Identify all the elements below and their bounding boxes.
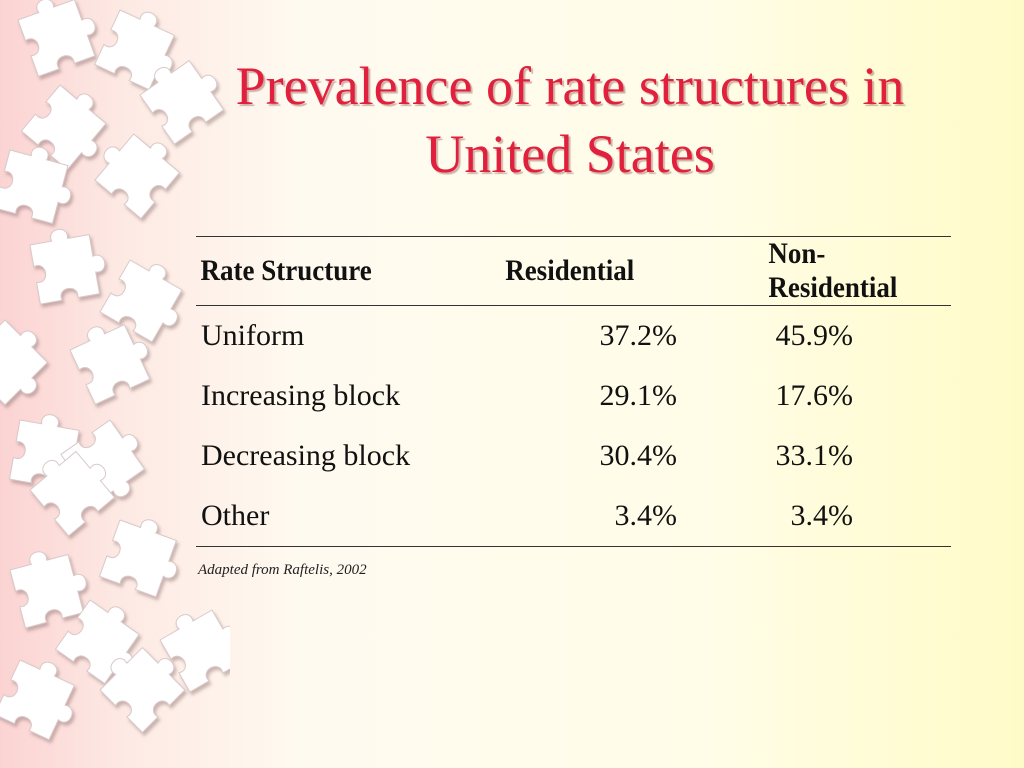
table-row: Uniform 37.2% 45.9%	[196, 306, 951, 367]
row-label: Other	[201, 499, 270, 532]
slide-title: Prevalence of rate structures in United …	[160, 52, 980, 188]
table-row: Increasing block 29.1% 17.6%	[196, 366, 951, 426]
header-non-residential: Non-Residential	[768, 237, 898, 304]
slide-title-line-2: United States	[425, 124, 715, 184]
row-label: Uniform	[201, 319, 305, 352]
rate-structure-table: Rate Structure Residential Non-Residenti…	[196, 236, 951, 547]
table-header-row: Rate Structure Residential Non-Residenti…	[196, 236, 951, 306]
non-residential-value: 45.9%	[775, 319, 854, 352]
residential-value: 37.2%	[599, 319, 678, 352]
residential-value: 30.4%	[599, 439, 678, 472]
non-residential-value: 17.6%	[775, 379, 854, 412]
table-row: Decreasing block 30.4% 33.1%	[196, 426, 951, 486]
row-label: Decreasing block	[201, 439, 411, 472]
slide-title-line-1: Prevalence of rate structures in	[235, 56, 905, 116]
non-residential-value: 33.1%	[775, 439, 854, 472]
residential-value: 29.1%	[599, 379, 678, 412]
header-rate-structure: Rate Structure	[200, 254, 372, 287]
table-row: Other 3.4% 3.4%	[196, 486, 951, 547]
non-residential-value: 3.4%	[790, 499, 854, 532]
header-residential: Residential	[505, 254, 635, 287]
source-note: Adapted from Raftelis, 2002	[198, 562, 367, 578]
row-label: Increasing block	[201, 379, 401, 412]
residential-value: 3.4%	[614, 499, 678, 532]
